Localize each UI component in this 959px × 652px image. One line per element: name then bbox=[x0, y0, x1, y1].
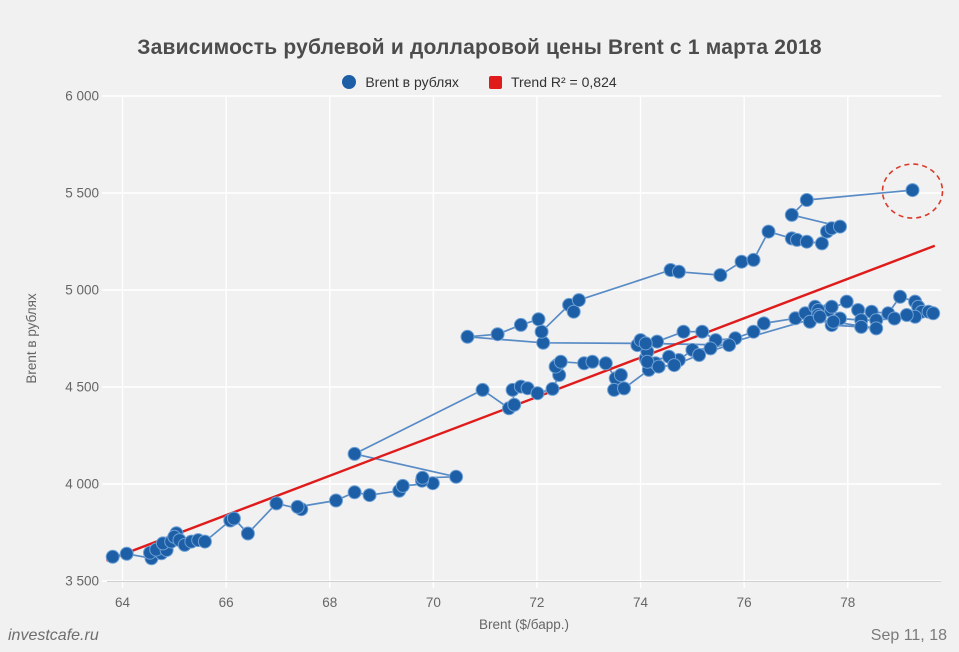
data-point[interactable] bbox=[713, 268, 728, 283]
y-axis-title: Brent в рублях bbox=[24, 293, 39, 384]
data-point[interactable] bbox=[824, 299, 839, 314]
data-point[interactable] bbox=[676, 324, 691, 339]
svg-text:76: 76 bbox=[737, 595, 752, 610]
data-point[interactable] bbox=[667, 358, 682, 373]
legend-item-brent[interactable]: Brent в рублях bbox=[342, 74, 459, 90]
svg-text:3 500: 3 500 bbox=[65, 574, 99, 589]
data-point[interactable] bbox=[887, 311, 902, 326]
data-point[interactable] bbox=[395, 478, 410, 493]
series-brent-points[interactable] bbox=[105, 183, 941, 566]
series-square-marker-icon bbox=[488, 75, 502, 89]
data-point[interactable] bbox=[756, 316, 771, 331]
svg-text:4 000: 4 000 bbox=[65, 477, 99, 492]
svg-text:5 500: 5 500 bbox=[65, 186, 99, 201]
data-point[interactable] bbox=[799, 193, 814, 207]
svg-text:72: 72 bbox=[529, 595, 544, 610]
data-point[interactable] bbox=[638, 336, 653, 351]
svg-text:6 000: 6 000 bbox=[65, 89, 99, 104]
svg-text:66: 66 bbox=[219, 595, 234, 610]
data-point[interactable] bbox=[553, 354, 568, 369]
data-point[interactable] bbox=[362, 488, 377, 503]
y-axis-tick-labels: 3 500 4 000 4 500 5 000 5 500 6 000 bbox=[65, 89, 99, 589]
data-point[interactable] bbox=[531, 312, 546, 327]
series-circle-marker-icon bbox=[342, 75, 357, 89]
data-point[interactable] bbox=[571, 293, 586, 308]
data-point[interactable] bbox=[490, 327, 505, 342]
data-point[interactable] bbox=[329, 493, 343, 508]
data-point[interactable] bbox=[119, 546, 134, 561]
data-point[interactable] bbox=[598, 356, 613, 371]
data-point[interactable] bbox=[651, 359, 666, 374]
data-point[interactable] bbox=[746, 324, 761, 339]
svg-text:5 000: 5 000 bbox=[65, 283, 99, 298]
data-point[interactable] bbox=[869, 321, 884, 336]
data-point[interactable] bbox=[530, 386, 545, 401]
svg-text:78: 78 bbox=[840, 595, 855, 610]
data-point[interactable] bbox=[105, 549, 120, 564]
data-point[interactable] bbox=[695, 324, 710, 339]
data-point[interactable] bbox=[566, 304, 581, 319]
data-point[interactable] bbox=[513, 317, 528, 332]
legend-item-trend[interactable]: Trend R² = 0,824 bbox=[488, 74, 617, 90]
data-point[interactable] bbox=[347, 446, 362, 461]
legend-label-brent: Brent в рублях bbox=[365, 74, 459, 90]
chart-title: Зависимость рублевой и долларовой цены B… bbox=[137, 36, 822, 60]
data-point[interactable] bbox=[534, 324, 549, 339]
svg-text:4 500: 4 500 bbox=[65, 380, 99, 395]
data-point[interactable] bbox=[347, 485, 362, 500]
data-point[interactable] bbox=[460, 329, 475, 344]
data-point[interactable] bbox=[899, 308, 914, 322]
data-point[interactable] bbox=[197, 534, 212, 549]
data-point[interactable] bbox=[826, 314, 841, 329]
data-point[interactable] bbox=[812, 309, 827, 324]
data-point[interactable] bbox=[722, 338, 737, 353]
data-point[interactable] bbox=[854, 319, 869, 334]
data-point[interactable] bbox=[415, 470, 430, 485]
data-point[interactable] bbox=[507, 397, 522, 412]
x-axis-tick-labels: 64 66 68 70 72 74 76 78 bbox=[115, 595, 855, 610]
data-point[interactable] bbox=[692, 348, 707, 362]
data-point[interactable] bbox=[585, 354, 600, 369]
data-point[interactable] bbox=[799, 234, 814, 249]
data-point[interactable] bbox=[784, 207, 799, 222]
data-point[interactable] bbox=[905, 183, 920, 198]
data-point[interactable] bbox=[269, 496, 284, 511]
svg-text:64: 64 bbox=[115, 595, 131, 610]
svg-text:70: 70 bbox=[426, 595, 441, 610]
gridlines bbox=[102, 95, 941, 588]
data-point[interactable] bbox=[226, 511, 241, 526]
data-point[interactable] bbox=[703, 341, 718, 356]
watermark: investcafe.ru bbox=[8, 627, 99, 644]
data-point[interactable] bbox=[449, 469, 464, 484]
legend: Brent в рублях Trend R² = 0,824 bbox=[0, 74, 959, 90]
legend-label-trend: Trend R² = 0,824 bbox=[510, 74, 617, 90]
data-point[interactable] bbox=[545, 381, 560, 396]
data-point[interactable] bbox=[240, 526, 255, 541]
data-point[interactable] bbox=[926, 306, 941, 321]
data-point[interactable] bbox=[290, 499, 305, 514]
data-point[interactable] bbox=[839, 294, 854, 309]
svg-text:68: 68 bbox=[322, 595, 337, 610]
highlight-circle bbox=[881, 163, 944, 219]
data-point[interactable] bbox=[893, 289, 908, 304]
date-label: Sep 11, 18 bbox=[870, 627, 947, 644]
data-point[interactable] bbox=[746, 252, 761, 267]
data-point[interactable] bbox=[734, 254, 749, 269]
data-point[interactable] bbox=[650, 334, 665, 349]
svg-text:74: 74 bbox=[633, 595, 649, 610]
data-point[interactable] bbox=[475, 382, 490, 397]
data-point[interactable] bbox=[761, 224, 776, 239]
data-point[interactable] bbox=[833, 219, 847, 234]
data-point[interactable] bbox=[671, 264, 686, 279]
data-point[interactable] bbox=[613, 368, 628, 382]
data-point[interactable] bbox=[617, 381, 631, 396]
data-point[interactable] bbox=[814, 236, 829, 251]
x-axis-title: Brent ($/барр.) bbox=[479, 617, 569, 632]
